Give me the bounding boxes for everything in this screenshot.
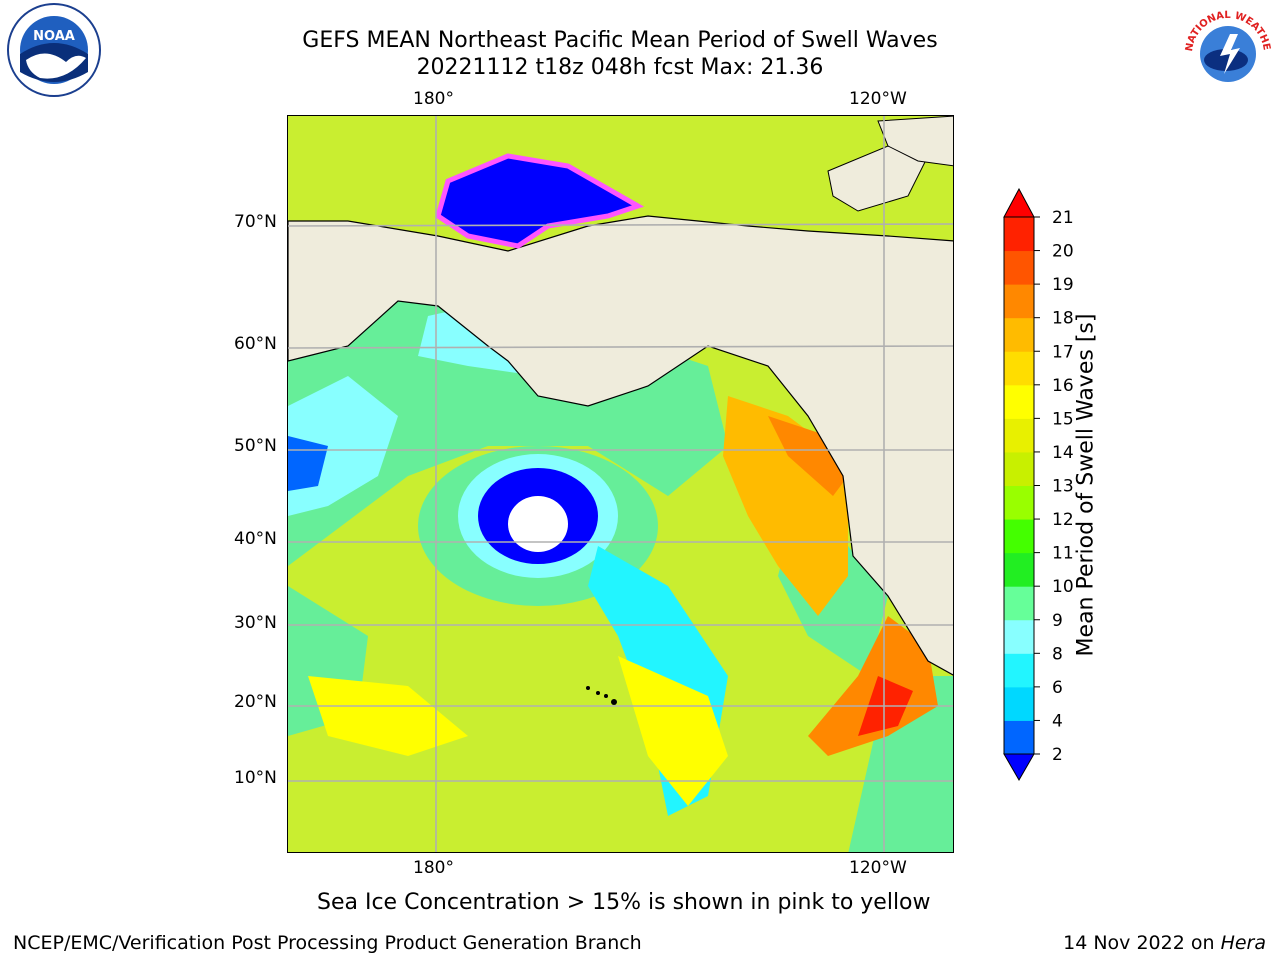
swell-period-map [288, 116, 953, 852]
colorbar-segment [1004, 485, 1034, 520]
colorbar-segment [1004, 250, 1034, 285]
colorbar-tick-label: 13 [1052, 477, 1073, 497]
lat-label-40n: 40°N [234, 529, 277, 549]
colorbar-tick-label: 19 [1052, 275, 1073, 295]
footer-date: 14 Nov 2022 on Hera [1063, 932, 1266, 954]
colorbar: 2 4 6 8 9 10 11 12 13 14 15 16 17 18 19 20 21 [1003, 187, 1074, 792]
colorbar-tick-label: 6 [1052, 678, 1063, 698]
land-north-america [288, 215, 953, 676]
colorbar-label: Mean Period of Swell Waves [s] [1073, 313, 1099, 657]
lon-label-bottom-120w: 120°W [849, 858, 907, 878]
colorbar-segment [1004, 653, 1034, 688]
colorbar-tick-label: 21 [1052, 208, 1073, 228]
colorbar-tick-label: 12 [1052, 510, 1073, 530]
colorbar-segment [1004, 384, 1034, 419]
lat-label-30n: 30°N [234, 613, 277, 633]
footer-machine: Hera [1220, 932, 1266, 954]
swell-zone-green-se [848, 676, 953, 852]
chart-title: GEFS MEAN Northeast Pacific Mean Period … [302, 28, 938, 53]
lon-label-bottom-180: 180° [413, 858, 454, 878]
colorbar-segment [1004, 552, 1034, 587]
colorbar-tick-label: 15 [1052, 409, 1073, 429]
colorbar-tick-label: 14 [1052, 443, 1073, 463]
lon-label-top-180: 180° [413, 89, 454, 109]
hawaii-islands [586, 686, 617, 705]
colorbar-tick-label: 8 [1052, 644, 1063, 664]
noaa-logo-text: NOAA [33, 29, 75, 44]
colorbar-segment [1004, 519, 1034, 554]
land-arctic-island-2 [877, 116, 953, 167]
colorbar-over-triangle [1003, 187, 1035, 218]
swell-zone-white-core [508, 496, 568, 552]
sea-ice-caption: Sea Ice Concentration > 15% is shown in … [317, 890, 931, 915]
colorbar-segment [1004, 720, 1034, 755]
colorbar-segment [1004, 619, 1034, 654]
footer-date-text: 14 Nov 2022 on [1063, 932, 1221, 954]
lat-label-50n: 50°N [234, 436, 277, 456]
colorbar-segment [1004, 686, 1034, 721]
graticule [288, 116, 953, 852]
lat-label-70n: 70°N [234, 212, 277, 232]
swell-zone-orange-south [808, 616, 938, 756]
lon-label-top-120w: 120°W [849, 89, 907, 109]
lat-label-10n: 10°N [234, 768, 277, 788]
swell-zone-yellow-west [308, 676, 468, 756]
colorbar-segment [1004, 217, 1034, 252]
map-panel [287, 115, 954, 853]
lat-label-20n: 20°N [234, 692, 277, 712]
colorbar-svg: 2 4 6 8 9 10 11 12 13 14 15 16 17 18 19 20 21 [1003, 187, 1074, 782]
colorbar-tick-label: 4 [1052, 711, 1063, 731]
colorbar-segment [1004, 451, 1034, 486]
colorbar-tick-label: 20 [1052, 242, 1073, 262]
swell-zone-yellow-central [618, 656, 728, 806]
colorbar-segment [1004, 317, 1034, 352]
footer-producer: NCEP/EMC/Verification Post Processing Pr… [13, 932, 642, 954]
colorbar-tick-label: 2 [1052, 745, 1063, 765]
colorbar-tick-label: 16 [1052, 376, 1073, 396]
colorbar-tick-label: 11 [1052, 544, 1073, 564]
colorbar-tick-label: 18 [1052, 309, 1073, 329]
colorbar-tick-label: 17 [1052, 342, 1073, 362]
lat-label-60n: 60°N [234, 334, 277, 354]
colorbar-segment [1004, 418, 1034, 453]
colorbar-under-triangle [1003, 753, 1035, 782]
colorbar-tick-label: 9 [1052, 611, 1063, 631]
noaa-logo: NOAA [6, 2, 102, 98]
colorbar-segment [1004, 351, 1034, 386]
colorbar-segment [1004, 586, 1034, 621]
chart-subtitle: 20221112 t18z 048h fcst Max: 21.36 [416, 55, 824, 80]
colorbar-tick-label: 10 [1052, 577, 1073, 597]
nws-logo: NATIONAL WEATHER SERVICE [1176, 0, 1276, 98]
colorbar-segment [1004, 284, 1034, 319]
